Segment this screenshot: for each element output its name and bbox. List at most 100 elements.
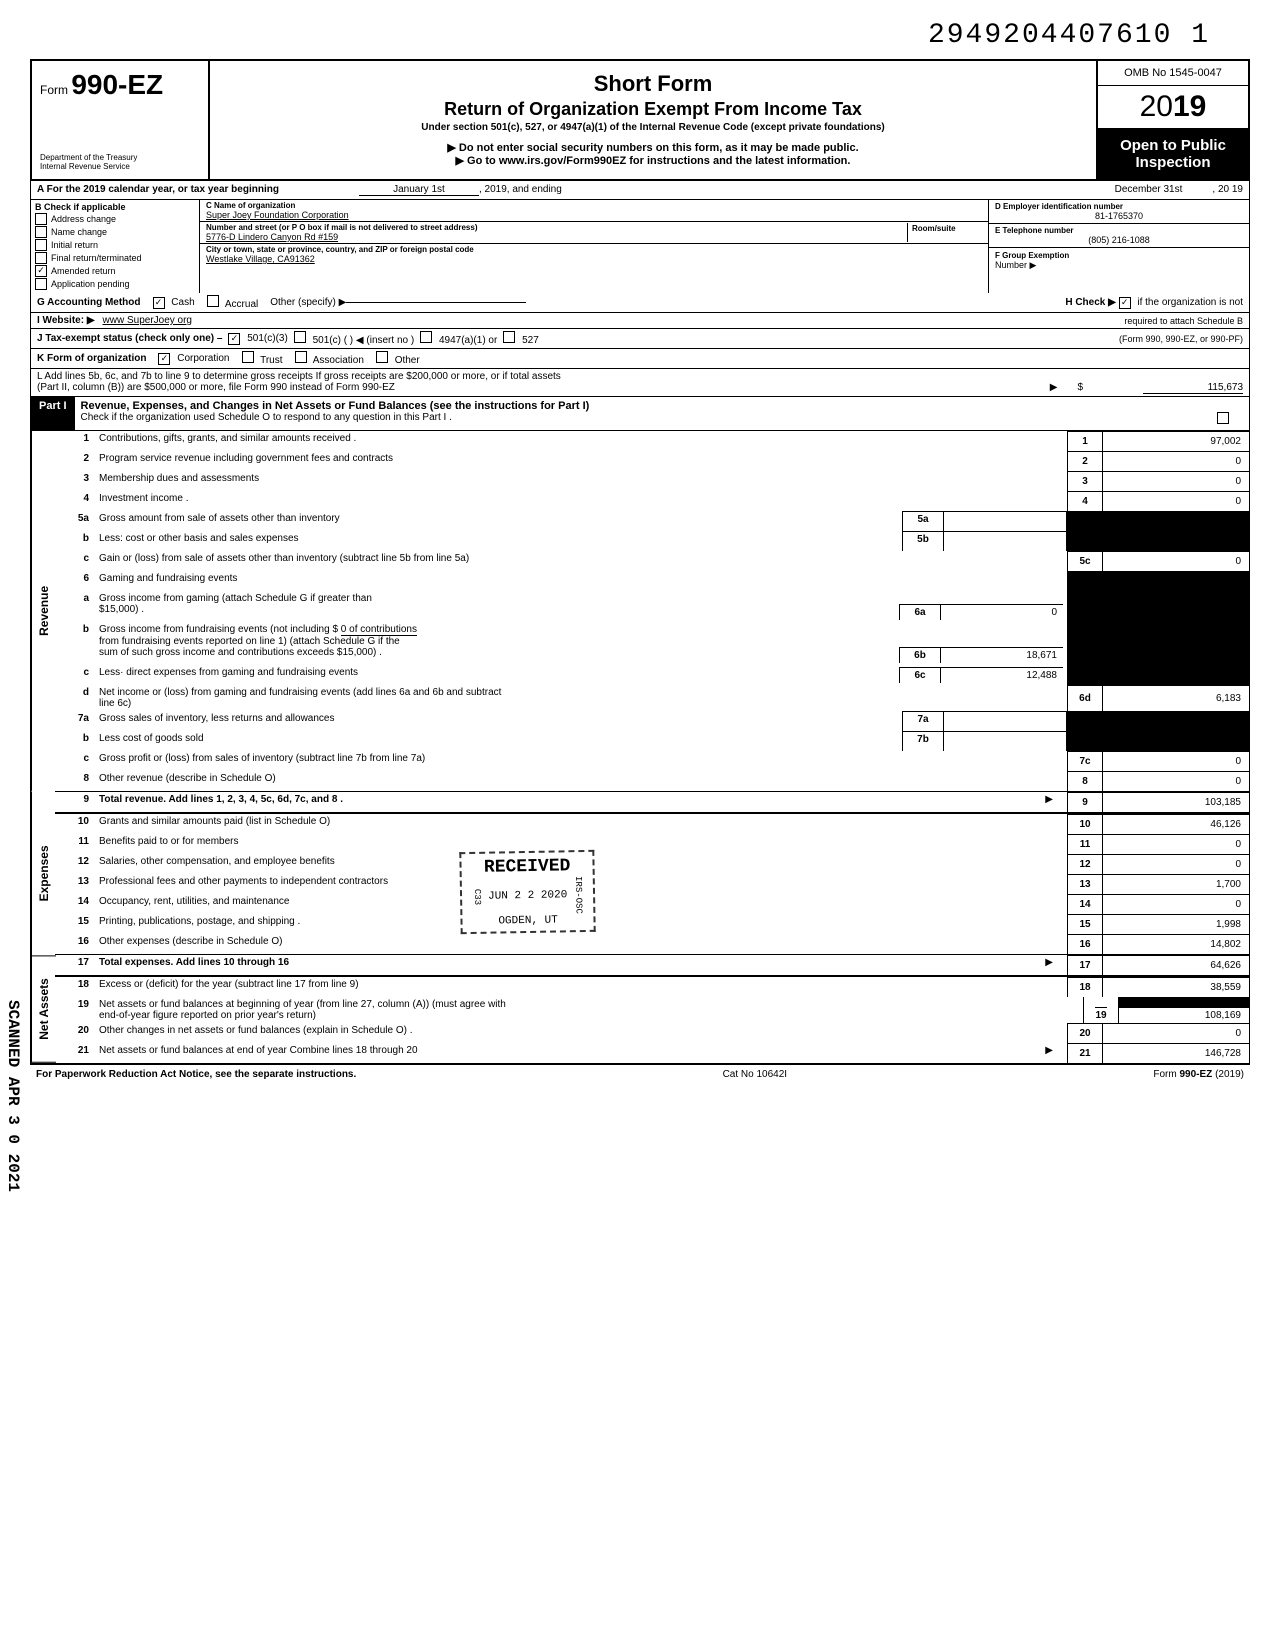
cb-501c[interactable] [294,331,306,343]
tax-year: 2019 [1098,86,1248,129]
cb-part1[interactable] [1217,412,1229,424]
cb-name[interactable] [35,226,47,238]
en8: 8 [1067,771,1103,791]
b-item-2: Initial return [51,240,98,250]
cb-address[interactable] [35,213,47,225]
ledger: 1Contributions, gifts, grants, and simil… [55,431,1250,1064]
col-b: B Check if applicable Address change Nam… [31,200,200,293]
en2: 2 [1067,451,1103,471]
ev2: 0 [1103,451,1249,471]
n6: 6 [55,571,95,591]
en18: 18 [1067,977,1103,997]
cb-cash[interactable]: ✓ [153,297,165,309]
d6d: Net income or (loss) from gaming and fun… [99,687,1063,698]
cb-trust[interactable] [242,351,254,363]
title-goto: ▶ Go to www.irs.gov/Form990EZ for instru… [222,154,1084,167]
b-item-3: Final return/terminated [51,253,142,263]
k-d: Other [395,355,420,366]
cb-pending[interactable] [35,278,47,290]
open-line1: Open to Public [1102,137,1244,154]
year-suffix: 19 [1173,90,1206,123]
cb-527[interactable] [503,331,515,343]
f-lbl2: Number ▶ [995,260,1036,270]
part1-header: Part I Revenue, Expenses, and Changes in… [30,397,1250,431]
n19: 19 [55,997,95,1023]
mv5a [944,511,1067,531]
j-label: J Tax-exempt status (check only one) – [37,333,222,344]
n20: 20 [55,1023,95,1043]
ev9: 103,185 [1103,792,1249,812]
b-item-1: Name change [51,227,107,237]
stamp-c33: C33 [472,889,482,905]
cb-other[interactable] [376,351,388,363]
d7a: Gross sales of inventory, less returns a… [95,711,902,731]
ev8: 0 [1103,771,1249,791]
j-c: 4947(a)(1) or [439,335,497,346]
row-a-label: A For the 2019 calendar year, or tax yea… [37,184,279,195]
en21: 21 [1067,1043,1103,1063]
mv5b [944,531,1067,551]
ev19: 108,169 [1119,1007,1249,1023]
open-public: Open to Public Inspection [1098,129,1248,179]
g-other-val [346,302,526,303]
en14: 14 [1067,894,1103,914]
ev7b-sh [1103,731,1249,751]
cb-corp[interactable]: ✓ [158,353,170,365]
en15: 15 [1067,914,1103,934]
mn6a: 6a [899,604,941,620]
d8: Other revenue (describe in Schedule O) [95,771,1067,791]
ev6c-sh [1103,665,1249,685]
b-item-4: Amended return [51,266,116,276]
j-b: 501(c) ( ) ◀ (insert no ) [313,335,415,346]
en1: 1 [1067,431,1103,451]
row-i: I Website: ▶ www SuperJoey org required … [30,313,1250,329]
cb-501c3[interactable]: ✓ [228,333,240,345]
cb-4947[interactable] [420,331,432,343]
n5c: c [55,551,95,571]
mn6c: 6c [899,667,941,683]
ev11: 0 [1103,834,1249,854]
ev14: 0 [1103,894,1249,914]
h-text2: required to attach Schedule B [1124,316,1243,326]
en5c: 5c [1067,551,1103,571]
omb-number: OMB No 1545-0047 [1098,61,1248,86]
d10: Grants and similar amounts paid (list in… [95,814,1067,834]
cb-initial[interactable] [35,239,47,251]
cb-accrual[interactable] [207,295,219,307]
n16: 16 [55,934,95,954]
n13: 13 [55,874,95,894]
d19-2: end-of-year figure reported on prior yea… [99,1010,1079,1021]
n3: 3 [55,471,95,491]
ev3: 0 [1103,471,1249,491]
part1-title: Revenue, Expenses, and Changes in Net As… [81,400,1243,412]
title-short: Short Form [222,71,1084,97]
col-c: C Name of organization Super Joey Founda… [200,200,988,293]
en20: 20 [1067,1023,1103,1043]
d19: Net assets or fund balances at beginning… [99,999,1079,1010]
cb-final[interactable] [35,252,47,264]
en6b-sh [1067,622,1103,665]
d-val: 81-1765370 [995,211,1243,221]
en5b-sh [1067,531,1103,551]
ev5b-sh [1103,531,1249,551]
row-a-begin: January 1st [359,184,479,196]
received-stamp: RECEIVED C33 JUN 2 2 2020 IRS-OSC OGDEN,… [459,850,596,934]
g-other: Other (specify) ▶ [270,297,346,308]
cb-h[interactable]: ✓ [1119,297,1131,309]
cb-amended[interactable]: ✓ [35,265,47,277]
en7a-sh [1067,711,1103,731]
d6d2: line 6c) [99,698,1063,709]
c-addr-lbl: Number and street (or P O box if mail is… [206,223,907,232]
cb-assoc[interactable] [295,351,307,363]
dept-treasury: Department of the Treasury [40,153,200,162]
n12: 12 [55,854,95,874]
d7c: Gross profit or (loss) from sales of inv… [95,751,1067,771]
n21: 21 [55,1043,95,1063]
b-item-0: Address change [51,214,116,224]
e-val: (805) 216-1088 [995,235,1243,245]
n6d: d [55,685,95,711]
n7b: b [55,731,95,751]
ev10: 46,126 [1103,814,1249,834]
ev7a-sh [1103,711,1249,731]
n4: 4 [55,491,95,511]
